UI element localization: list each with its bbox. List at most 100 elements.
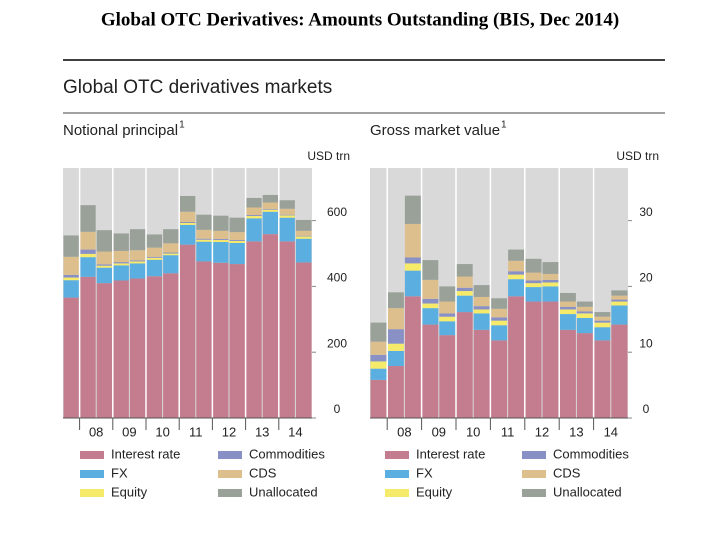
y-tick-label: 20 [639,271,653,285]
x-tick-label: 12 [222,424,236,439]
chart-title: Notional principal [63,122,178,139]
bar-segment [370,361,387,369]
legend-label: Unallocated [553,484,622,499]
bar-segment [370,341,387,355]
bar-segment [439,301,456,314]
bar-segment [96,267,113,284]
bar-segment [611,301,628,306]
legend-swatch [218,451,242,459]
x-tick-label: 11 [189,424,203,439]
bar-segment [611,305,628,325]
bar-segment [146,256,163,258]
chart-title: Gross market value [370,122,500,139]
bar-segment [212,239,229,241]
bar-segment [113,250,129,263]
bar-segment [262,209,279,210]
bar-segment [542,301,559,418]
title-note: 1 [179,120,185,131]
legend-swatch [218,470,242,478]
bar-segment [113,265,129,281]
bar-segment [422,279,439,299]
bar-segment [404,263,422,271]
bar-segment [473,306,490,310]
unit-label: USD trn [616,149,659,163]
legend-swatch [385,470,409,478]
bar-segment [490,340,508,418]
bar-segment [246,241,262,418]
bar-segment [404,257,422,264]
bar-segment [387,366,404,418]
bar-segment [422,303,439,309]
bar-segment [525,287,542,302]
bar-segment [129,250,146,261]
bar-segment [212,230,229,240]
bar-segment [542,279,559,283]
bar-segment [229,243,246,265]
bar-segment [576,301,594,307]
y-tick-label: 10 [639,336,653,350]
bar-segment [439,286,456,302]
bar-segment [576,306,594,312]
bar-segment [262,234,279,418]
bar-segment [279,215,295,218]
bar-segment [96,230,113,252]
bar-segment [611,299,628,302]
bar-segment [212,262,229,418]
bar-segment [163,255,179,274]
legend-label: FX [111,465,128,480]
bar-segment [559,306,576,310]
bar-segment [473,296,490,307]
bar-segment [80,205,96,232]
x-tick-label: 12 [535,424,549,439]
bar-segment [63,235,80,257]
bar-segment [80,257,96,277]
bar-segment [196,229,212,239]
bar-segment [439,321,456,336]
bar-segment [508,274,525,280]
bar-segment [146,276,163,418]
bar-segment [163,273,179,418]
bar-segment [404,195,422,224]
y-tick-label: 30 [639,205,653,219]
x-tick-label: 08 [89,424,103,439]
legend-swatch [80,451,104,459]
bar-segment [295,262,312,418]
bar-segment [179,222,196,225]
bar-segment [279,200,295,209]
bar-segment [404,270,422,297]
bar-segment [279,217,295,242]
bar-segment [246,216,262,219]
bar-segment [262,209,279,212]
bar-segment [611,324,628,418]
bar-segment [542,262,559,274]
title-note: 1 [501,120,507,131]
legend-label: Equity [111,484,148,499]
bar-segment [456,291,473,296]
y-tick-label: 0 [643,402,650,416]
bar-segment [295,238,312,263]
y-tick-label: 0 [334,402,341,416]
bar-segment [456,276,473,288]
bar-segment [525,280,542,284]
bar-segment [80,231,96,250]
bar-segment [246,207,262,216]
x-tick-label: 09 [432,424,446,439]
bar-segment [542,286,559,302]
bar-segment [525,301,542,418]
y-tick-label: 400 [327,271,347,285]
bar-segment [113,262,129,264]
legend-label: Interest rate [111,446,180,461]
x-tick-label: 09 [122,424,136,439]
bar-segment [63,256,80,275]
bar-segment [456,312,473,418]
bar-segment [63,297,80,418]
bar-segment [179,211,196,222]
bar-segment [576,311,594,314]
bar-segment [212,242,229,263]
bar-segment [473,309,490,314]
bar-segment [576,313,594,318]
x-tick-label: 08 [397,424,411,439]
bar-segment [246,197,262,208]
bar-segment [370,368,387,380]
bar-segment [246,218,262,242]
